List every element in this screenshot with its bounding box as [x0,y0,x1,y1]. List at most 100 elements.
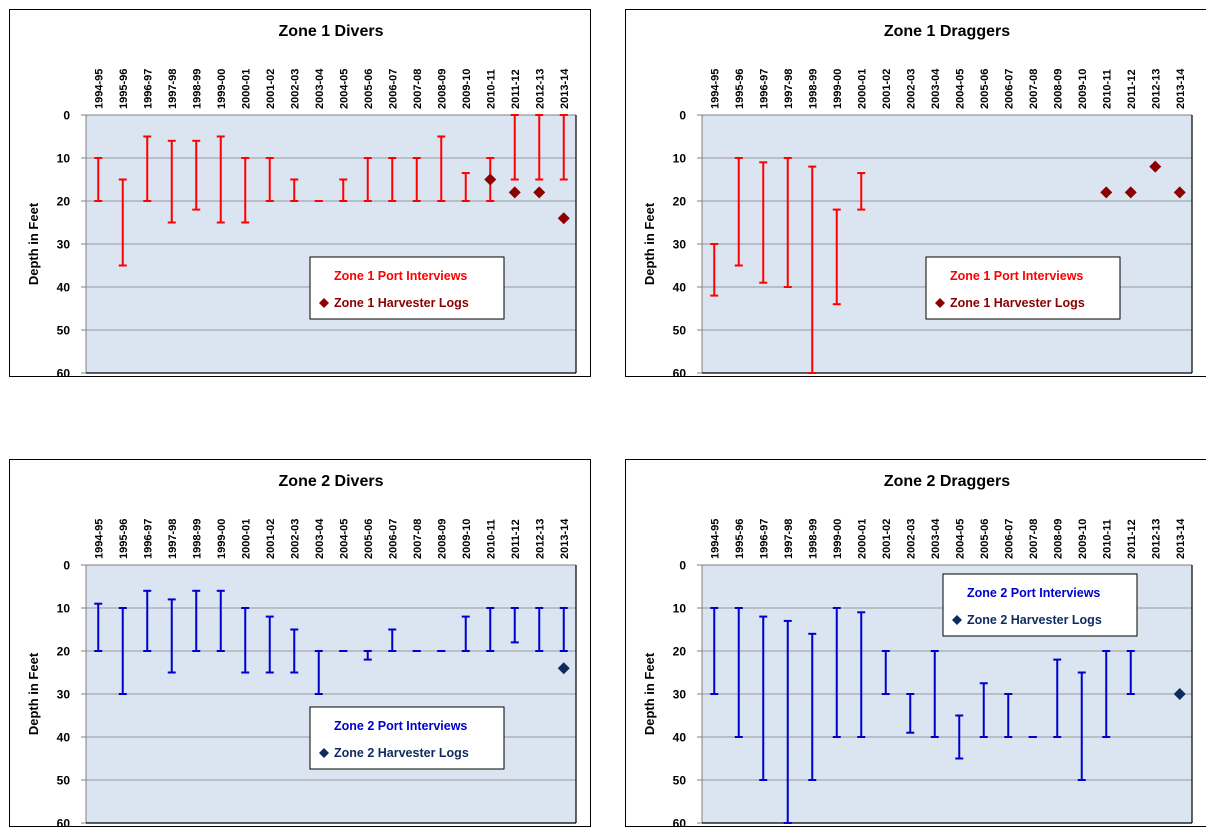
harvester-log-point [533,186,546,199]
y-tick-label: 0 [63,109,70,123]
x-tick-label: 2013-14 [559,68,571,109]
y-tick-label: 40 [673,281,687,295]
y-tick-label: 40 [57,731,71,745]
chart-title: Zone 1 Divers [279,23,384,40]
x-tick-label: 2004-05 [954,69,966,109]
x-tick-label: 2008-09 [1052,519,1064,559]
x-tick-label: 2000-01 [240,69,252,109]
x-tick-label: 1996-97 [758,519,770,559]
x-tick-label: 1996-97 [142,519,154,559]
x-tick-label: 2012-13 [534,519,546,559]
x-tick-label: 2000-01 [856,519,868,559]
x-tick-label: 1998-99 [807,519,819,559]
x-tick-label: 1998-99 [191,519,203,559]
x-tick-label: 1995-96 [734,69,746,109]
legend-marker-diamond [319,298,329,308]
harvester-log-point [484,173,497,186]
x-tick-label: 1999-00 [216,69,228,109]
x-tick-label: 2001-02 [881,519,893,559]
chart-zone1-divers: 0 10 20 30 40 50 60 Depth in Feet Zone 1 Divers 1… [9,9,591,377]
x-tick-label: 1996-97 [758,69,770,109]
x-tick-label: 2001-02 [265,69,277,109]
legend: Zone 1 Port Interviews Zone 1 Harvester L… [925,256,1121,320]
y-tick-label: 10 [57,602,71,616]
x-tick-label: 2010-11 [1101,519,1113,559]
x-tick-label: 2008-09 [436,69,448,109]
x-tick-label: 1996-97 [142,69,154,109]
x-tick-label: 1997-98 [167,69,179,109]
legend-label-port-interviews: Zone 2 Port Interviews [967,586,1100,600]
legend-label-port-interviews: Zone 2 Port Interviews [334,719,467,733]
x-tick-label: 1994-95 [93,69,105,109]
legend-label-port-interviews: Zone 1 Port Interviews [334,269,467,283]
x-tick-label: 2005-06 [979,69,991,109]
chart-svg: 0 10 20 30 40 50 60 Depth in Feet Zone 1 Divers 1… [26,23,577,376]
chart-zone2-draggers: 0 10 20 30 40 50 60 Depth in Feet Zone 2 Dragger… [625,459,1206,827]
legend-box [309,706,505,770]
chart-zone1-draggers: 0 10 20 30 40 50 60 Depth in Feet Zone 1 Dragger… [625,9,1206,377]
x-tick-label: 2001-02 [265,519,277,559]
y-tick-label: 30 [673,238,687,252]
x-tick-label: 2005-06 [363,69,375,109]
x-tick-label: 2009-10 [461,519,473,559]
x-tick-label: 2007-08 [1028,519,1040,559]
x-tick-label: 1994-95 [709,519,721,559]
legend-label-harvester-logs: Zone 1 Harvester Logs [334,296,469,310]
chart-svg: 0 10 20 30 40 50 60 Depth in Feet Zone 2 Dragger… [642,473,1193,826]
chart-svg: 0 10 20 30 40 50 60 Depth in Feet Zone 1 Dragger… [642,23,1193,377]
x-tick-label: 2008-09 [1052,69,1064,109]
y-tick-label: 20 [673,645,687,659]
x-tick-label: 2009-10 [461,69,473,109]
x-tick-label: 2013-14 [1175,518,1187,559]
x-tick-label: 2003-04 [930,68,942,109]
x-tick-label: 2012-13 [1150,519,1162,559]
x-tick-label: 2007-08 [412,519,424,559]
y-tick-label: 30 [57,688,71,702]
y-tick-label: 20 [57,645,71,659]
legend: Zone 2 Port Interviews Zone 2 Harvester L… [942,573,1138,637]
y-tick-label: 30 [673,688,687,702]
chart-title: Zone 2 Draggers [884,473,1010,490]
y-axis-title: Depth in Feet [642,202,657,285]
x-tick-label: 2000-01 [856,69,868,109]
legend-marker-diamond [935,298,945,308]
x-tick-label: 2004-05 [954,519,966,559]
x-tick-label: 1995-96 [118,519,130,559]
y-tick-label: 20 [673,195,687,209]
y-axis-title: Depth in Feet [642,652,657,735]
y-tick-label: 30 [57,238,71,252]
y-axis-title: Depth in Feet [26,202,41,285]
harvester-log-point [1124,186,1137,199]
x-tick-label: 2006-07 [387,519,399,559]
x-tick-label: 2007-08 [412,69,424,109]
y-tick-label: 0 [679,559,686,573]
x-tick-label: 2010-11 [485,519,497,559]
x-tick-label: 2005-06 [979,519,991,559]
x-tick-label: 2002-03 [905,69,917,109]
harvester-log-point [557,662,570,675]
y-tick-label: 20 [57,195,71,209]
x-tick-label: 1995-96 [734,519,746,559]
legend-marker-diamond [319,748,329,758]
x-tick-label: 1995-96 [118,69,130,109]
x-tick-label: 2002-03 [905,519,917,559]
x-tick-label: 1998-99 [807,69,819,109]
y-tick-label: 60 [673,367,687,377]
x-tick-label: 2012-13 [534,69,546,109]
x-tick-label: 2002-03 [289,69,301,109]
y-tick-label: 10 [57,152,71,166]
chart-svg: 0 10 20 30 40 50 60 Depth in Feet Zone 2 Divers 1… [26,473,577,826]
legend-label-harvester-logs: Zone 2 Harvester Logs [334,746,469,760]
legend: Zone 2 Port Interviews Zone 2 Harvester L… [309,706,505,770]
x-tick-label: 1999-00 [832,519,844,559]
x-tick-label: 2006-07 [1003,519,1015,559]
x-tick-label: 2005-06 [363,519,375,559]
x-tick-label: 2003-04 [314,68,326,109]
y-tick-label: 40 [673,731,687,745]
harvester-log-point [1149,160,1162,173]
y-tick-label: 50 [673,324,687,338]
legend-label-harvester-logs: Zone 2 Harvester Logs [967,613,1102,627]
x-tick-label: 2003-04 [314,518,326,559]
harvester-log-point [557,212,570,225]
chart-title: Zone 1 Draggers [884,23,1010,40]
